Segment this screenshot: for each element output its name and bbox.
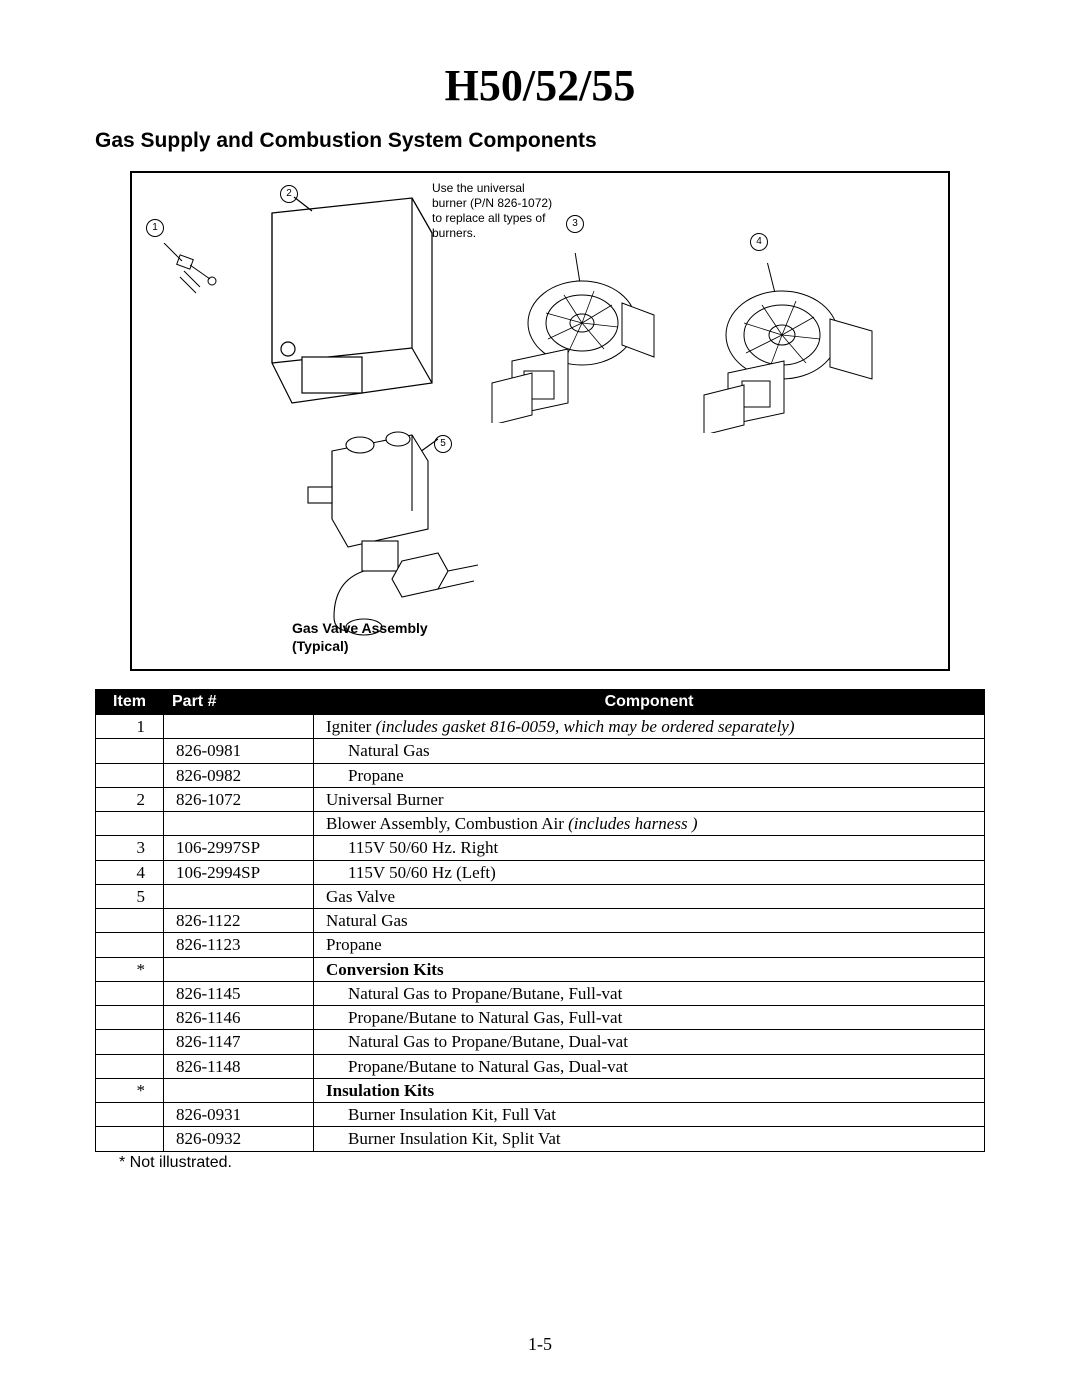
cell-item: 2	[96, 787, 164, 811]
cell-item	[96, 1030, 164, 1054]
cell-item	[96, 1006, 164, 1030]
part-igniter	[160, 243, 230, 303]
table-header-row: Item Part # Component	[96, 690, 985, 715]
cell-item	[96, 1127, 164, 1151]
table-row: 826-1148Propane/Butane to Natural Gas, D…	[96, 1054, 985, 1078]
cell-part	[164, 884, 314, 908]
cell-part	[164, 715, 314, 739]
table-row: 826-0982Propane	[96, 763, 985, 787]
cell-component: Burner Insulation Kit, Full Vat	[314, 1103, 985, 1127]
cell-part: 826-0931	[164, 1103, 314, 1127]
col-header-part: Part #	[164, 690, 314, 715]
table-row: 826-0981Natural Gas	[96, 739, 985, 763]
diagram-caption: Gas Valve Assembly (Typical)	[292, 619, 428, 655]
cell-component: Propane	[314, 763, 985, 787]
cell-part: 826-0981	[164, 739, 314, 763]
cell-component: Natural Gas to Propane/Butane, Full-vat	[314, 981, 985, 1005]
col-header-component: Component	[314, 690, 985, 715]
cell-component: Burner Insulation Kit, Split Vat	[314, 1127, 985, 1151]
parts-table: Item Part # Component 1 Igniter (includes…	[95, 689, 985, 1152]
cell-part: 826-0982	[164, 763, 314, 787]
table-row: 4106-2994SP115V 50/60 Hz (Left)	[96, 860, 985, 884]
cell-part	[164, 1078, 314, 1102]
table-row: * Insulation Kits	[96, 1078, 985, 1102]
cell-component: Propane	[314, 933, 985, 957]
page-title: H50/52/55	[95, 60, 985, 111]
part-blower-right	[472, 253, 672, 423]
caption-line-1: Gas Valve Assembly	[292, 620, 428, 636]
cell-part: 826-1123	[164, 933, 314, 957]
table-row: 2826-1072Universal Burner	[96, 787, 985, 811]
diagram-box: Use the universal burner (P/N 826-1072) …	[130, 171, 950, 671]
cell-component: Universal Burner	[314, 787, 985, 811]
page: H50/52/55 Gas Supply and Combustion Syst…	[0, 0, 1080, 1397]
callout-3: 3	[566, 215, 584, 233]
cell-item	[96, 933, 164, 957]
cell-item	[96, 739, 164, 763]
cell-component: Natural Gas to Propane/Butane, Dual-vat	[314, 1030, 985, 1054]
footnote: * Not illustrated.	[95, 1154, 985, 1172]
cell-item	[96, 1054, 164, 1078]
table-row: 5 Gas Valve	[96, 884, 985, 908]
cell-part: 106-2997SP	[164, 836, 314, 860]
cell-item: 4	[96, 860, 164, 884]
callout-4: 4	[750, 233, 768, 251]
cell-component: Blower Assembly, Combustion Air (include…	[314, 812, 985, 836]
cell-item: *	[96, 957, 164, 981]
table-row: 826-1123Propane	[96, 933, 985, 957]
table-row: 826-1146Propane/Butane to Natural Gas, F…	[96, 1006, 985, 1030]
table-row: 1 Igniter (includes gasket 816-0059, whic…	[96, 715, 985, 739]
part-burner	[242, 193, 452, 423]
cell-item: 3	[96, 836, 164, 860]
cell-component: Insulation Kits	[314, 1078, 985, 1102]
part-gas-valve	[252, 421, 482, 641]
caption-line-2: (Typical)	[292, 638, 349, 654]
cell-component: 115V 50/60 Hz (Left)	[314, 860, 985, 884]
cell-component: Natural Gas	[314, 739, 985, 763]
cell-item: *	[96, 1078, 164, 1102]
cell-component: 115V 50/60 Hz. Right	[314, 836, 985, 860]
cell-item: 1	[96, 715, 164, 739]
cell-component: Natural Gas	[314, 909, 985, 933]
cell-item	[96, 763, 164, 787]
cell-part: 826-1146	[164, 1006, 314, 1030]
table-row: 826-1122Natural Gas	[96, 909, 985, 933]
cell-component: Gas Valve	[314, 884, 985, 908]
table-row: * Conversion Kits	[96, 957, 985, 981]
cell-component: Igniter (includes gasket 816-0059, which…	[314, 715, 985, 739]
cell-part: 826-1148	[164, 1054, 314, 1078]
cell-part: 826-0932	[164, 1127, 314, 1151]
table-row: 826-0932Burner Insulation Kit, Split Vat	[96, 1127, 985, 1151]
cell-component: Propane/Butane to Natural Gas, Dual-vat	[314, 1054, 985, 1078]
table-row: 826-1147Natural Gas to Propane/Butane, D…	[96, 1030, 985, 1054]
table-row: Blower Assembly, Combustion Air (include…	[96, 812, 985, 836]
section-title: Gas Supply and Combustion System Compone…	[95, 129, 985, 153]
cell-part: 826-1072	[164, 787, 314, 811]
cell-part: 106-2994SP	[164, 860, 314, 884]
cell-item	[96, 981, 164, 1005]
cell-part: 826-1122	[164, 909, 314, 933]
cell-part	[164, 812, 314, 836]
part-blower-left	[672, 263, 892, 433]
cell-item: 5	[96, 884, 164, 908]
cell-item	[96, 812, 164, 836]
cell-item	[96, 1103, 164, 1127]
table-row: 3106-2997SP115V 50/60 Hz. Right	[96, 836, 985, 860]
col-header-item: Item	[96, 690, 164, 715]
cell-component: Propane/Butane to Natural Gas, Full-vat	[314, 1006, 985, 1030]
cell-part: 826-1147	[164, 1030, 314, 1054]
cell-component: Conversion Kits	[314, 957, 985, 981]
cell-part: 826-1145	[164, 981, 314, 1005]
table-row: 826-0931Burner Insulation Kit, Full Vat	[96, 1103, 985, 1127]
callout-1: 1	[146, 219, 164, 237]
cell-part	[164, 957, 314, 981]
table-row: 826-1145Natural Gas to Propane/Butane, F…	[96, 981, 985, 1005]
page-number: 1-5	[0, 1334, 1080, 1355]
cell-item	[96, 909, 164, 933]
